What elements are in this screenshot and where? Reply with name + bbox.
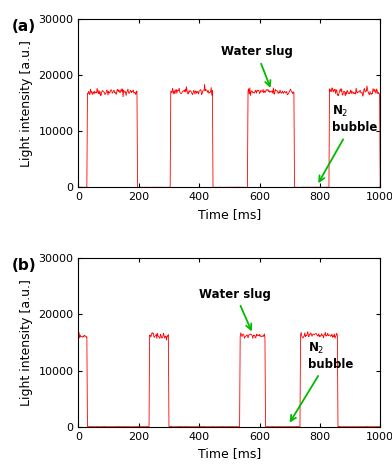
Y-axis label: Light intensity [a.u.]: Light intensity [a.u.] <box>20 279 33 406</box>
Text: (b): (b) <box>12 258 36 273</box>
Text: Water slug: Water slug <box>200 287 271 330</box>
X-axis label: Time [ms]: Time [ms] <box>198 447 261 460</box>
Text: (a): (a) <box>12 19 36 34</box>
Text: N$_2$
bubble: N$_2$ bubble <box>291 340 353 421</box>
Text: N$_2$
bubble: N$_2$ bubble <box>319 104 377 182</box>
X-axis label: Time [ms]: Time [ms] <box>198 208 261 221</box>
Text: Water slug: Water slug <box>221 45 292 86</box>
Y-axis label: Light intensity [a.u.]: Light intensity [a.u.] <box>20 39 33 166</box>
